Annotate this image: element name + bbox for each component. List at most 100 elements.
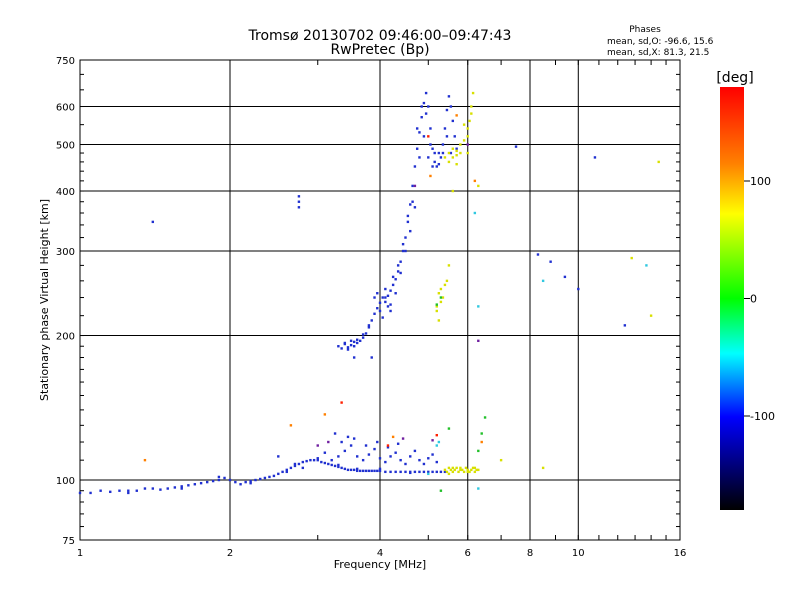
data-point bbox=[427, 457, 430, 460]
data-point bbox=[217, 478, 221, 482]
data-point bbox=[451, 189, 455, 193]
data-point bbox=[349, 343, 353, 347]
data-point bbox=[477, 487, 480, 490]
data-point bbox=[457, 470, 460, 474]
data-point bbox=[312, 458, 316, 462]
data-point bbox=[394, 470, 397, 474]
data-point bbox=[466, 143, 469, 146]
x-tick-label: 10 bbox=[572, 548, 585, 559]
data-point bbox=[378, 457, 382, 460]
data-point bbox=[480, 440, 483, 444]
data-point bbox=[199, 481, 203, 485]
data-point bbox=[577, 287, 580, 291]
x-tick-label: 1 bbox=[77, 548, 83, 559]
data-point bbox=[409, 455, 412, 458]
data-point bbox=[323, 413, 327, 416]
data-point bbox=[349, 444, 353, 447]
data-point bbox=[370, 319, 373, 322]
data-point bbox=[404, 249, 407, 253]
data-point bbox=[413, 449, 417, 453]
data-point bbox=[399, 271, 402, 275]
data-point bbox=[439, 296, 443, 299]
data-point bbox=[389, 470, 392, 474]
data-point bbox=[340, 347, 343, 350]
data-point bbox=[361, 458, 365, 462]
data-point bbox=[404, 470, 407, 474]
data-point bbox=[459, 468, 462, 472]
data-point bbox=[330, 463, 333, 467]
data-point bbox=[361, 469, 365, 473]
data-point bbox=[483, 416, 487, 419]
colorbar bbox=[720, 87, 744, 510]
data-point bbox=[386, 305, 390, 308]
data-point bbox=[439, 287, 443, 291]
data-point bbox=[437, 440, 441, 444]
data-point bbox=[352, 345, 356, 348]
data-point bbox=[453, 135, 456, 138]
data-point bbox=[433, 151, 436, 155]
data-point bbox=[99, 489, 102, 492]
data-point bbox=[411, 200, 414, 203]
data-point bbox=[427, 135, 430, 138]
data-point bbox=[180, 485, 183, 488]
data-point bbox=[373, 447, 376, 451]
axis-ticks: 1 2 4 6 8 10 16 75 100 200 300 400 500 600 750 bbox=[56, 56, 686, 559]
data-point bbox=[384, 296, 387, 299]
data-point bbox=[394, 292, 397, 295]
data-point bbox=[470, 105, 473, 108]
data-point bbox=[358, 469, 362, 473]
data-point bbox=[471, 91, 475, 95]
data-point bbox=[349, 468, 353, 472]
data-point bbox=[151, 220, 155, 224]
data-point bbox=[424, 112, 428, 115]
data-point bbox=[471, 466, 475, 470]
y-tick-label: 200 bbox=[56, 332, 75, 343]
data-point bbox=[352, 437, 356, 440]
x-tick-label: 4 bbox=[377, 548, 383, 559]
data-point bbox=[289, 466, 293, 470]
data-point bbox=[394, 451, 397, 454]
data-point bbox=[297, 195, 301, 198]
data-point bbox=[473, 470, 477, 474]
data-point bbox=[352, 468, 356, 472]
data-point bbox=[180, 487, 183, 490]
data-point bbox=[378, 301, 382, 305]
data-point bbox=[413, 165, 417, 168]
data-point bbox=[376, 469, 379, 473]
data-point bbox=[418, 470, 421, 474]
y-tick-label: 75 bbox=[62, 536, 75, 547]
data-point bbox=[549, 260, 552, 263]
data-point bbox=[536, 253, 540, 256]
data-point bbox=[459, 143, 462, 146]
data-point bbox=[376, 307, 379, 310]
data-point bbox=[455, 147, 458, 150]
data-point bbox=[451, 147, 455, 150]
data-point bbox=[337, 465, 340, 469]
data-point bbox=[406, 214, 410, 218]
y-tick-label: 100 bbox=[56, 476, 75, 487]
data-point bbox=[443, 283, 447, 287]
data-point bbox=[355, 338, 359, 341]
data-point bbox=[293, 464, 297, 468]
y-tick-label: 750 bbox=[56, 56, 75, 67]
data-point bbox=[447, 466, 451, 470]
data-point bbox=[415, 127, 419, 130]
data-point bbox=[384, 300, 387, 304]
data-point bbox=[384, 287, 387, 291]
data-point bbox=[343, 341, 347, 345]
data-point bbox=[389, 303, 392, 306]
data-point bbox=[468, 119, 471, 123]
data-point bbox=[89, 491, 92, 495]
data-point bbox=[466, 127, 469, 130]
data-point bbox=[427, 156, 430, 159]
data-point bbox=[320, 460, 323, 464]
data-point bbox=[367, 453, 371, 456]
data-point bbox=[435, 309, 438, 313]
data-point bbox=[355, 467, 359, 471]
data-point bbox=[435, 470, 438, 474]
data-point bbox=[420, 105, 423, 108]
data-point bbox=[305, 459, 308, 463]
data-point bbox=[409, 203, 412, 206]
data-point bbox=[451, 470, 455, 474]
data-point bbox=[473, 466, 477, 470]
